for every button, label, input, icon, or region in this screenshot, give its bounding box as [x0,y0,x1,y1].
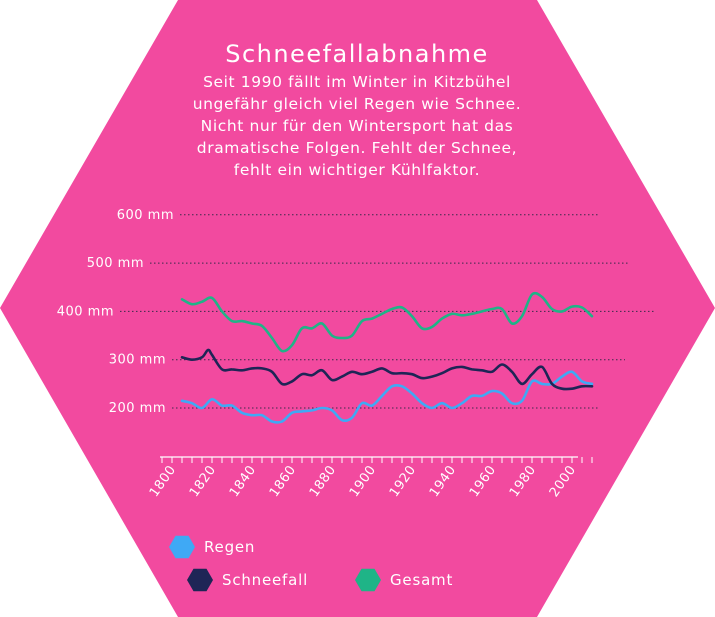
y-tick-label: 300 mm [109,353,166,368]
subtitle-line: fehlt ein wichtiger Kühlfaktor. [234,161,480,179]
chart-title: Schneefallabnahme [225,40,489,68]
y-tick-label: 400 mm [57,304,114,319]
subtitle-line: ungefähr gleich viel Regen wie Schnee. [193,95,522,113]
legend-hexagon-schneefall [187,568,213,592]
series-line-gesamt [180,291,594,353]
series-lines [180,291,594,424]
y-tick-label: 500 mm [87,256,144,271]
grid [120,214,655,409]
legend-hexagon-gesamt [355,568,381,592]
y-tick-label: 600 mm [117,208,174,223]
subtitle-line: Nicht nur für den Wintersport hat das [201,117,514,135]
legend: Regen Schneefall Gesamt [169,535,453,592]
chart-subtitle: Seit 1990 fällt im Winter in Kitzbühel un… [193,73,522,179]
series-line-schneefall [180,348,594,391]
legend-label-gesamt: Gesamt [390,571,453,589]
subtitle-line: Seit 1990 fällt im Winter in Kitzbühel [203,73,511,91]
y-tick-label: 200 mm [109,401,166,416]
legend-label-regen: Regen [204,538,255,556]
legend-hexagon-regen [169,535,195,559]
series-line-regen [180,370,594,424]
subtitle-line: dramatische Folgen. Fehlt der Schnee, [197,139,517,157]
legend-label-schneefall: Schneefall [222,571,308,589]
y-axis: 200 mm 300 mm 400 mm 500 mm 600 mm [57,208,174,416]
